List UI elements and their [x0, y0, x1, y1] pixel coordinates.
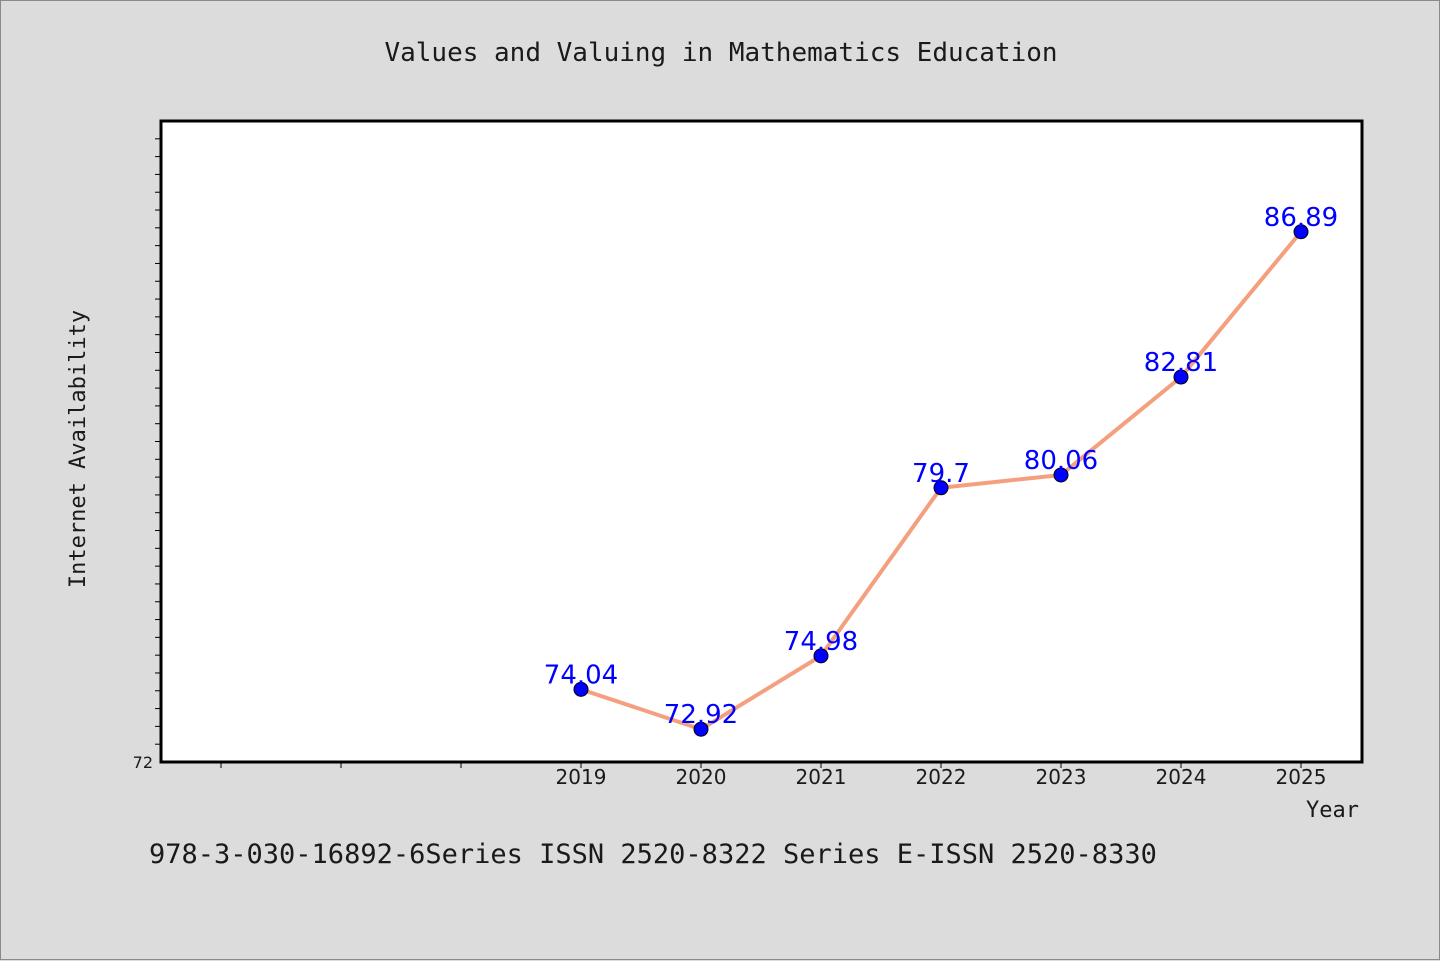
data-label: 80.06 [1024, 446, 1098, 476]
chart-title: Values and Valuing in Mathematics Educat… [384, 38, 1057, 68]
data-point [813, 648, 829, 664]
x-tick-label: 2020 [676, 765, 727, 789]
plot-area [159, 119, 1364, 764]
x-tick-label: 2022 [916, 765, 967, 789]
x-axis-tick-labels: 2019 2020 2021 2022 2023 2024 2025 [556, 765, 1327, 789]
y-axis-tick-labels: 72 [133, 753, 153, 772]
x-tick-label: 2024 [1156, 765, 1207, 789]
series-markers [573, 224, 1309, 737]
data-label: 82.81 [1144, 348, 1218, 378]
data-point [1293, 224, 1309, 240]
x-tick-label: 2023 [1036, 765, 1087, 789]
y-tick-label: 72 [133, 753, 153, 772]
data-point [1173, 369, 1189, 385]
y-axis-label: Internet Availability [66, 310, 91, 588]
x-tick-label: 2019 [556, 765, 607, 789]
data-labels: 74.04 72.92 74.98 79.7 80.06 82.81 86.89 [544, 203, 1338, 730]
data-label: 86.89 [1264, 203, 1338, 233]
x-axis-label: Year [1306, 798, 1359, 823]
data-label: 72.92 [664, 700, 738, 730]
x-tick-label: 2021 [796, 765, 847, 789]
data-label: 74.04 [544, 660, 618, 690]
footer-text: 978-3-030-16892-6Series ISSN 2520-8322 S… [149, 839, 1157, 870]
data-point [693, 721, 709, 737]
data-label: 79.7 [912, 459, 970, 489]
data-point [1053, 467, 1069, 483]
x-tick-label: 2025 [1276, 765, 1327, 789]
data-point [573, 681, 589, 697]
data-label: 74.98 [784, 627, 858, 657]
x-axis-ticks [220, 762, 1302, 768]
data-point [933, 480, 949, 496]
y-axis-ticks [155, 138, 161, 745]
